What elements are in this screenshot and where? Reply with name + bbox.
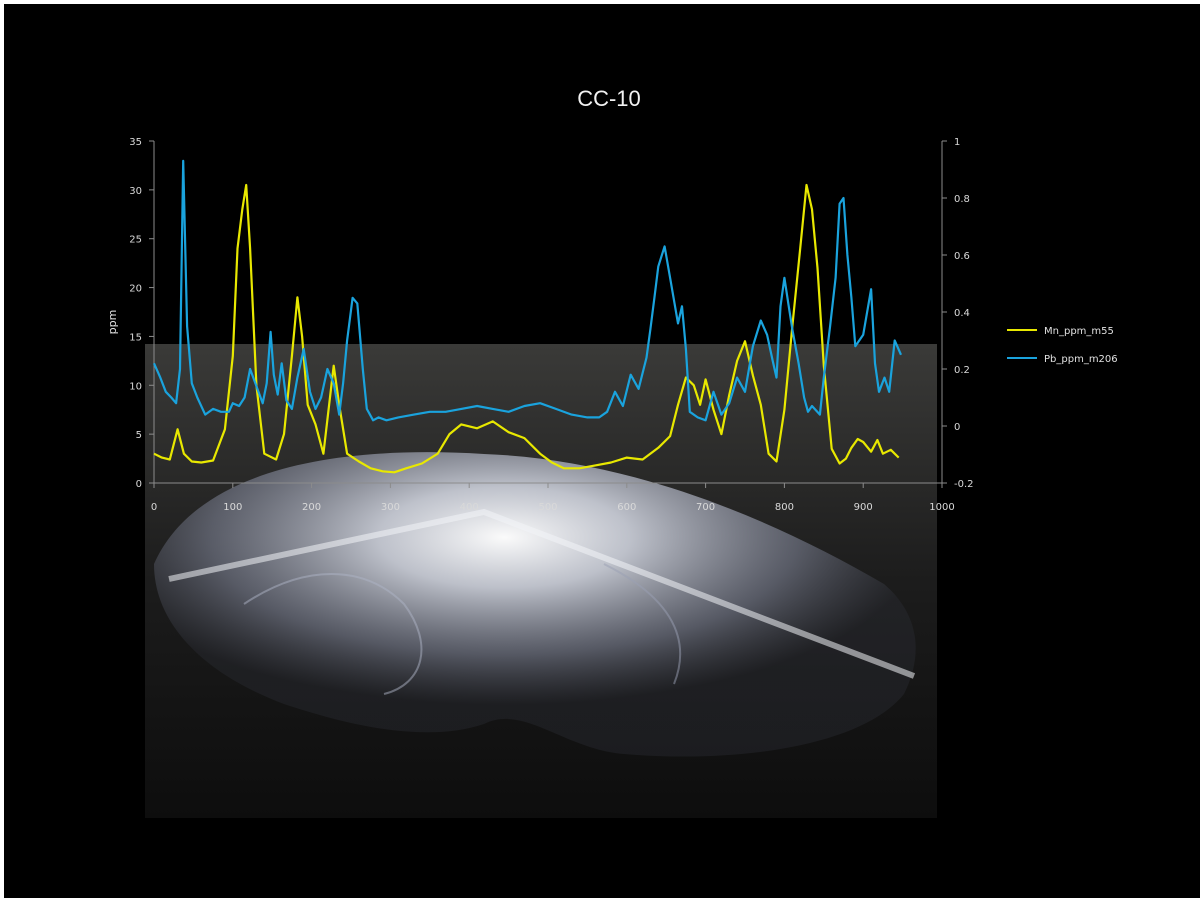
x-tick-label: 300 bbox=[381, 502, 400, 513]
y2-tick-label: -0.2 bbox=[954, 479, 974, 490]
x-tick-label: 600 bbox=[617, 502, 636, 513]
y-tick-label: 30 bbox=[129, 186, 142, 197]
legend: Mn_ppm_m55 Pb_ppm_m206 bbox=[1007, 326, 1118, 365]
otolith-body bbox=[154, 452, 916, 757]
x-tick-label: 400 bbox=[460, 502, 479, 513]
y2-tick-label: 0.2 bbox=[954, 365, 970, 376]
x-tick-label: 800 bbox=[775, 502, 794, 513]
x-tick-label: 0 bbox=[151, 502, 157, 513]
y-tick-label: 5 bbox=[136, 430, 142, 441]
y-tick-label: 35 bbox=[129, 137, 142, 148]
y-tick-label: 25 bbox=[129, 235, 142, 246]
laser-transect-line bbox=[168, 508, 916, 679]
y2-tick-label: 1 bbox=[954, 137, 960, 148]
y-tick-label: 10 bbox=[129, 381, 142, 392]
chart-stage: CC-10 ppm 0 100 200 300 400 500 600 700 800 900 10… bbox=[4, 4, 1200, 898]
axes: 0 100 200 300 400 500 600 700 800 900 100005101520… bbox=[129, 137, 973, 513]
y2-tick-label: 0.8 bbox=[954, 194, 970, 205]
x-tick-label: 1000 bbox=[929, 502, 954, 513]
x-tick-label: 100 bbox=[223, 502, 242, 513]
series-layer bbox=[152, 159, 903, 474]
x-tick-label: 900 bbox=[854, 502, 873, 513]
y2-tick-label: 0.6 bbox=[954, 251, 970, 262]
growth-ring bbox=[243, 573, 423, 695]
series-line-pb bbox=[152, 159, 903, 422]
y-tick-label: 15 bbox=[129, 332, 142, 343]
y-axis-title: ppm bbox=[106, 310, 119, 335]
series-line-mn bbox=[153, 183, 900, 474]
y-tick-label: 0 bbox=[136, 479, 142, 490]
otolith-photograph bbox=[145, 344, 937, 818]
chart-title: CC-10 bbox=[577, 86, 641, 111]
legend-label-pb: Pb_ppm_m206 bbox=[1044, 354, 1118, 365]
x-tick-label: 500 bbox=[538, 502, 557, 513]
growth-ring-2 bbox=[603, 563, 682, 685]
chart: CC-10 ppm 0 100 200 300 400 500 600 700 800 900 10… bbox=[106, 86, 1118, 818]
y2-tick-label: 0 bbox=[954, 422, 960, 433]
y2-tick-label: 0.4 bbox=[954, 308, 970, 319]
x-tick-label: 700 bbox=[696, 502, 715, 513]
legend-label-mn: Mn_ppm_m55 bbox=[1044, 326, 1114, 337]
y-tick-label: 20 bbox=[129, 284, 142, 295]
x-tick-label: 200 bbox=[302, 502, 321, 513]
